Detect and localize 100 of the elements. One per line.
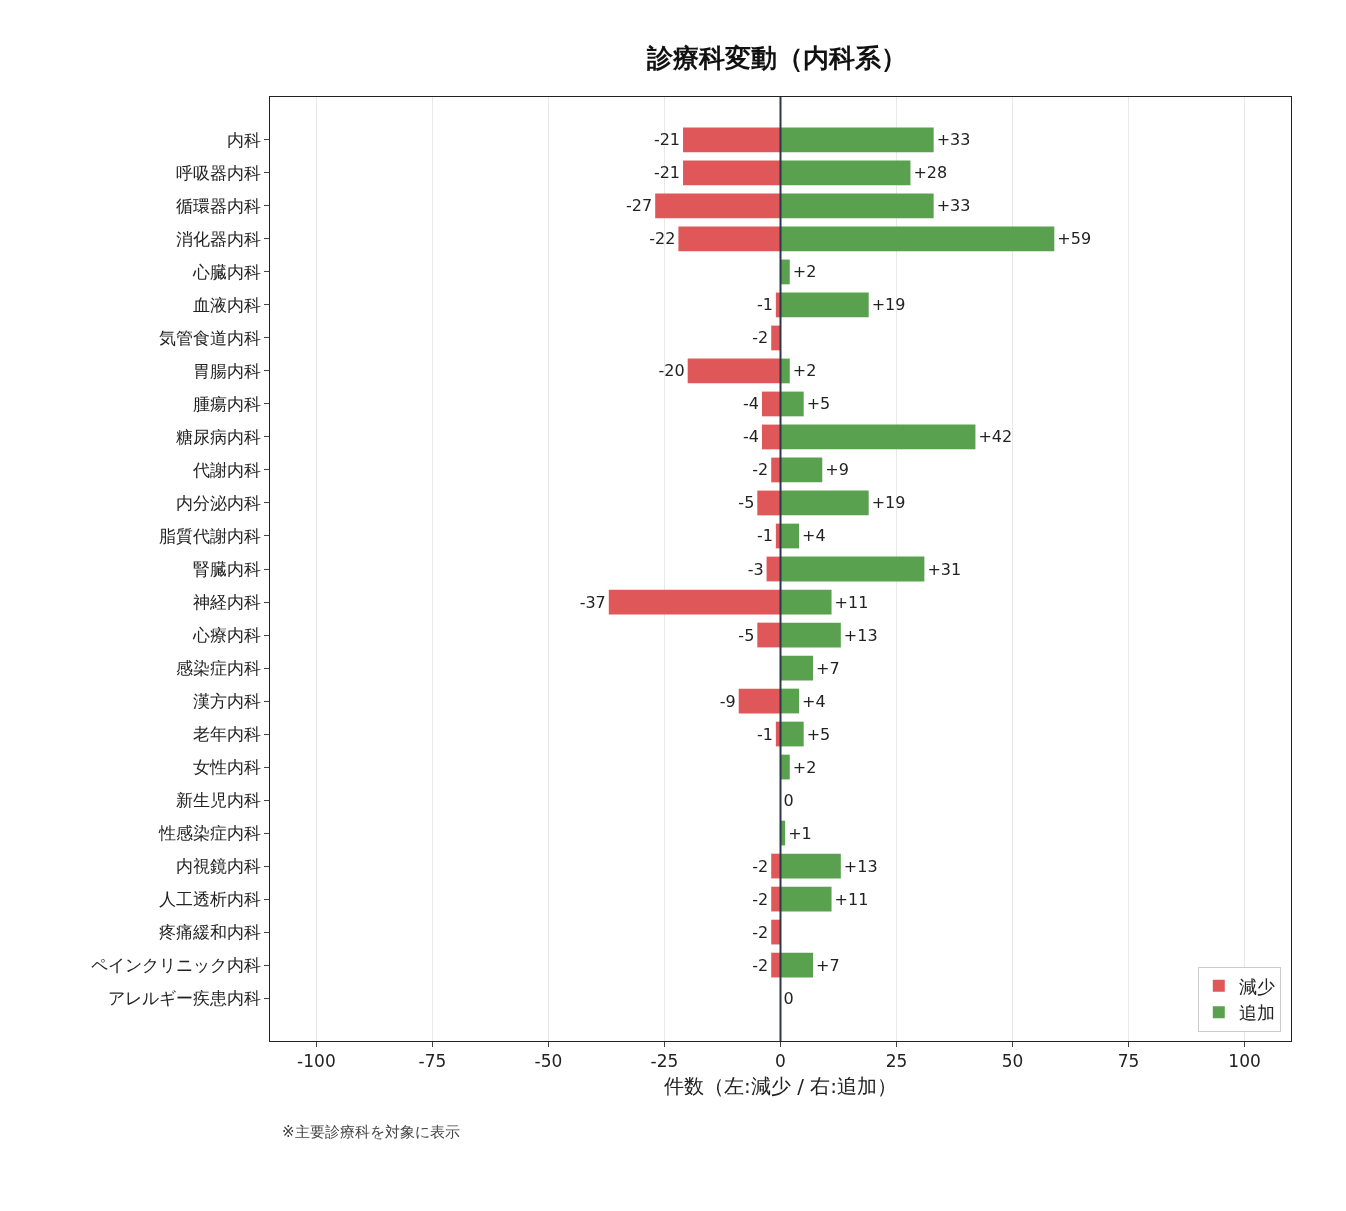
bar (683, 127, 781, 153)
data-label: -5 (738, 493, 755, 513)
bar (780, 391, 804, 417)
x-tick-label: -75 (418, 1051, 447, 1072)
bar (780, 655, 813, 681)
data-label: -4 (742, 427, 759, 447)
y-tick-label: 腫瘍内科 (192, 393, 261, 414)
y-tick-label: 人工透析内科 (158, 889, 261, 910)
y-tick-label: 性感染症内科 (157, 823, 261, 844)
y-tick-label: 漢方内科 (192, 690, 261, 711)
legend-label: 減少 (1238, 975, 1275, 997)
y-tick-label: 気管食道内科 (158, 327, 261, 348)
data-label: -21 (653, 130, 681, 150)
data-label: +42 (978, 427, 1013, 447)
bar (771, 919, 781, 945)
data-label: +13 (843, 856, 878, 876)
data-label: +31 (927, 559, 962, 579)
y-tick-label: 感染症内科 (175, 657, 261, 678)
y-tick-label: 新生児内科 (175, 790, 261, 810)
y-tick-label: 内視鏡内科 (175, 856, 261, 877)
x-tick-label: -50 (534, 1051, 563, 1072)
data-label: -37 (579, 592, 606, 612)
y-tick-label: 消化器内科 (175, 228, 261, 249)
bar (683, 160, 781, 186)
y-tick-label: 血液内科 (192, 294, 261, 315)
data-label: +9 (825, 460, 849, 480)
data-label: +33 (936, 196, 971, 216)
y-tick-label: ペインクリニック内科 (90, 955, 261, 976)
bar (761, 424, 781, 450)
bar (780, 424, 976, 450)
y-tick-label: 腎臓内科 (192, 558, 261, 579)
data-label: +5 (806, 394, 831, 414)
data-label: -1 (756, 295, 773, 315)
bar (780, 193, 934, 219)
bar (780, 886, 832, 912)
bar (608, 589, 781, 615)
data-label: -3 (747, 559, 764, 579)
x-axis-title: 件数（左:減少 / 右:追加） (664, 1073, 897, 1098)
data-label: +11 (834, 889, 869, 909)
data-label: -5 (738, 625, 755, 645)
data-label: +2 (792, 757, 817, 777)
bar (780, 292, 869, 318)
y-tick-label: 心臓内科 (191, 261, 261, 282)
data-label: +19 (871, 493, 906, 513)
data-label: +7 (815, 658, 840, 678)
x-tick-label: 100 (1228, 1051, 1261, 1072)
bar (687, 358, 781, 384)
data-label: -22 (649, 229, 676, 249)
data-label: -27 (626, 196, 653, 216)
text: ※主要診療科を対象に表示 (282, 1123, 460, 1141)
data-label: +4 (802, 526, 826, 546)
data-label: +19 (871, 295, 906, 315)
data-label: +33 (936, 130, 971, 150)
y-tick-label: 神経内科 (192, 591, 261, 612)
y-tick-label: アレルギー疾患内科 (107, 988, 261, 1009)
data-label: +7 (815, 955, 840, 975)
bar (780, 226, 1055, 252)
data-label: -4 (742, 394, 759, 414)
bar (771, 325, 781, 351)
bar (771, 952, 781, 978)
data-label: +28 (913, 163, 948, 183)
bar (761, 391, 781, 417)
bar (780, 853, 841, 879)
data-label: +13 (843, 625, 878, 645)
data-label: -2 (752, 889, 769, 909)
data-label: 0 (783, 790, 794, 810)
data-label: -2 (752, 922, 769, 942)
y-tick-label: 疼痛緩和内科 (158, 922, 261, 943)
x-tick-label: 75 (1117, 1051, 1140, 1072)
data-label: -9 (719, 691, 736, 711)
data-label: -2 (752, 328, 769, 348)
x-tick-label: -100 (297, 1051, 336, 1072)
bar (757, 622, 781, 648)
bar (738, 688, 781, 714)
bar (780, 952, 813, 978)
y-tick-label: 呼吸器内科 (175, 162, 261, 183)
bar (771, 457, 781, 483)
bar (780, 622, 841, 648)
bar (780, 589, 832, 615)
y-tick-label: 糖尿病内科 (175, 426, 261, 447)
y-tick-label: 老年内科 (192, 723, 261, 744)
data-label: -20 (658, 361, 685, 381)
bar (780, 556, 925, 582)
y-tick-label: 女性内科 (192, 756, 261, 777)
legend-label: 追加 (1238, 1002, 1275, 1024)
bar (771, 886, 781, 912)
data-label: -21 (653, 163, 681, 183)
bar (780, 457, 823, 483)
data-label: -2 (752, 955, 769, 975)
y-tick-label: 代謝内科 (191, 459, 261, 480)
x-tick-label: -25 (650, 1051, 679, 1072)
data-label: 0 (783, 988, 794, 1008)
data-label: +1 (788, 823, 812, 843)
bar (655, 193, 781, 219)
y-tick-label: 脂質代謝内科 (158, 525, 261, 546)
data-label: +2 (792, 262, 817, 282)
chart-title: 診療科変動（内科系） (645, 42, 907, 73)
data-label: -1 (756, 724, 773, 744)
bar (771, 853, 781, 879)
data-label: +11 (834, 592, 869, 612)
